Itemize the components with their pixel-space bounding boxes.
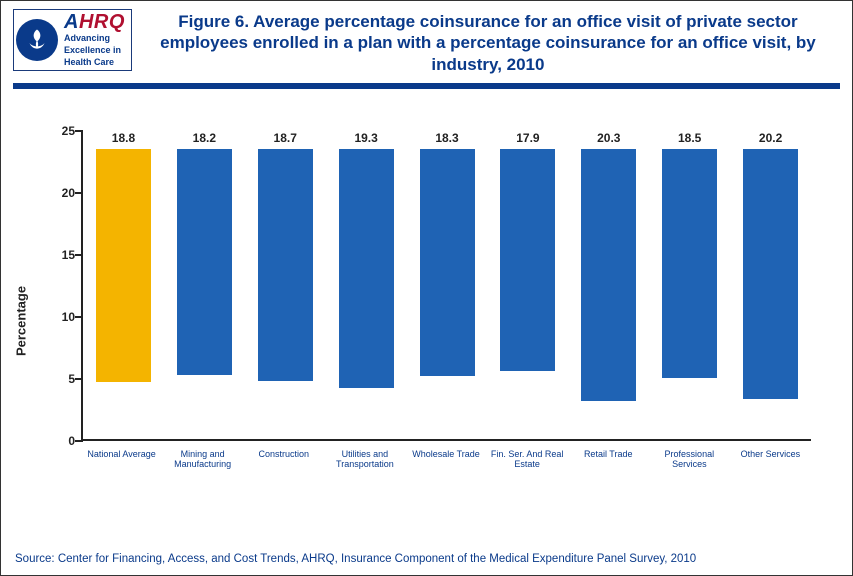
y-tick-label: 20: [51, 186, 75, 200]
bar-value-label: 19.3: [354, 131, 377, 145]
bar-rect: [420, 149, 475, 376]
header-rule: [13, 83, 840, 89]
bar-slot: 18.5: [649, 131, 730, 439]
x-axis-category-label: Mining and Manufacturing: [162, 445, 243, 470]
y-tick-label: 25: [51, 124, 75, 138]
ahrq-letter-a: A: [64, 11, 79, 33]
header: AHRQ Advancing Excellence in Health Care…: [1, 1, 852, 79]
figure-title: Figure 6. Average percentage coinsurance…: [144, 9, 840, 75]
y-tick: [75, 316, 83, 318]
ahrq-tagline-1: Advancing: [64, 34, 125, 44]
bar-value-label: 17.9: [516, 131, 539, 145]
plot-area: 18.818.218.719.318.317.920.318.520.2 051…: [81, 131, 811, 441]
bars-container: 18.8 18.2 18.7 19.3 18.3 17.9 20.3 18.5 20.2: [83, 131, 811, 439]
bar-slot: 17.9: [487, 131, 568, 439]
bar-rect: [258, 149, 313, 381]
y-tick: [75, 192, 83, 194]
source-citation: Source: Center for Financing, Access, an…: [15, 553, 696, 565]
bar-rect: [743, 149, 798, 399]
y-axis-label: Percentage: [14, 286, 29, 356]
bar-value-label: 18.5: [678, 131, 701, 145]
bar-rect: [662, 149, 717, 378]
y-tick-label: 0: [51, 434, 75, 448]
x-axis-category-label: Professional Services: [649, 445, 730, 470]
bar-value-label: 18.3: [435, 131, 458, 145]
bar-value-label: 20.2: [759, 131, 782, 145]
y-tick: [75, 254, 83, 256]
bar-slot: 20.3: [568, 131, 649, 439]
x-axis-category-label: Construction: [243, 445, 324, 470]
x-axis-category-label: Utilities and Transportation: [324, 445, 405, 470]
ahrq-logo-box: AHRQ Advancing Excellence in Health Care: [13, 9, 132, 71]
y-tick: [75, 440, 83, 442]
bar-rect: [96, 149, 151, 382]
x-axis-category-label: Fin. Ser. And Real Estate: [487, 445, 568, 470]
bar-slot: 18.2: [164, 131, 245, 439]
bar-slot: 19.3: [326, 131, 407, 439]
ahrq-letters-hrq: HRQ: [79, 11, 125, 33]
bar-rect: [581, 149, 636, 401]
bar-slot: 18.8: [83, 131, 164, 439]
bar-slot: 18.7: [245, 131, 326, 439]
bar-rect: [177, 149, 232, 375]
bar-slot: 20.2: [730, 131, 811, 439]
bar-rect: [339, 149, 394, 388]
bar-value-label: 18.7: [274, 131, 297, 145]
bar-slot: 18.3: [407, 131, 488, 439]
x-axis-category-label: Retail Trade: [568, 445, 649, 470]
ahrq-tagline-2: Excellence in: [64, 46, 125, 56]
y-tick-label: 10: [51, 310, 75, 324]
y-tick-label: 15: [51, 248, 75, 262]
bar-value-label: 18.2: [193, 131, 216, 145]
ahrq-tagline-3: Health Care: [64, 58, 125, 68]
x-axis-category-label: Other Services: [730, 445, 811, 470]
x-axis-labels: National AverageMining and Manufacturing…: [81, 445, 811, 470]
hhs-seal-icon: [16, 19, 58, 61]
x-axis-category-label: Wholesale Trade: [405, 445, 486, 470]
bar-chart: Percentage 18.818.218.719.318.317.920.31…: [41, 121, 831, 521]
bar-rect: [500, 149, 555, 371]
y-tick: [75, 130, 83, 132]
ahrq-wordmark: AHRQ Advancing Excellence in Health Care: [64, 12, 125, 68]
bar-value-label: 20.3: [597, 131, 620, 145]
x-axis-category-label: National Average: [81, 445, 162, 470]
bar-value-label: 18.8: [112, 131, 135, 145]
y-tick: [75, 378, 83, 380]
y-tick-label: 5: [51, 372, 75, 386]
